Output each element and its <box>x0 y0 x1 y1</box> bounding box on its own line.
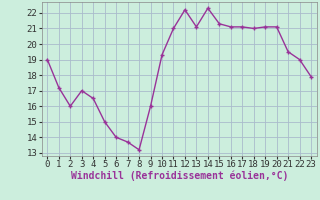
X-axis label: Windchill (Refroidissement éolien,°C): Windchill (Refroidissement éolien,°C) <box>70 171 288 181</box>
